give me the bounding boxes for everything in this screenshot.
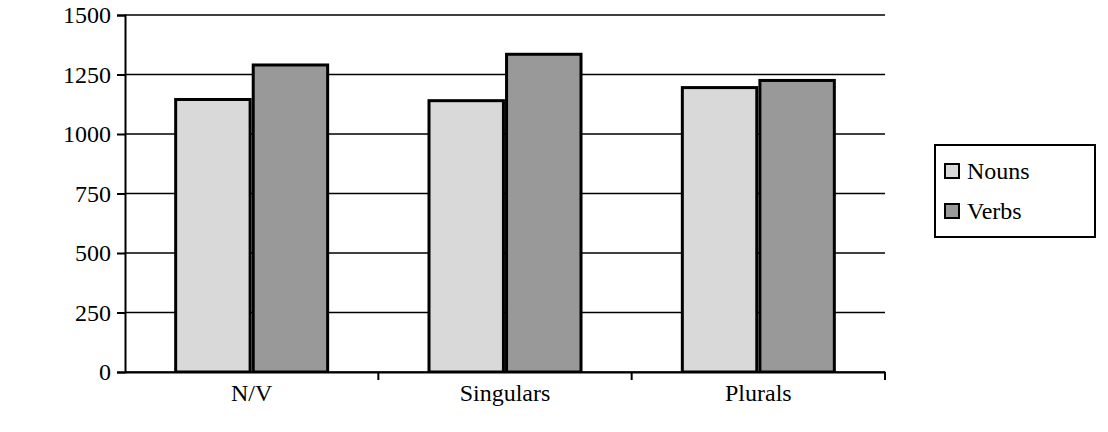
legend-box — [935, 145, 1095, 237]
y-tick-label: 500 — [75, 240, 111, 266]
y-tick-label: 1250 — [63, 62, 111, 88]
y-axis: 0 250 500 750 1000 1250 1500 — [63, 2, 126, 385]
y-axis-line — [117, 16, 126, 373]
x-tick: Singulars — [460, 372, 551, 406]
grid-line — [125, 74, 885, 76]
bar — [682, 88, 756, 372]
y-tick: 750 — [75, 181, 125, 207]
y-tick-label: 1000 — [63, 121, 111, 147]
x-axis: N/V Singulars Plurals — [126, 372, 886, 406]
y-tick: 1250 — [63, 62, 125, 88]
legend-label: Nouns — [967, 158, 1030, 184]
legend-label: Verbs — [967, 198, 1022, 224]
chart: 0 250 500 750 1000 1250 1500 N/V Singulars Plural… — [0, 0, 1108, 432]
y-tick-mark — [117, 253, 125, 255]
y-tick: 500 — [75, 240, 125, 266]
y-tick-mark — [117, 312, 125, 314]
x-tick-label: N/V — [231, 380, 273, 406]
legend: Nouns Verbs — [935, 145, 1095, 237]
y-tick-label: 750 — [75, 181, 111, 207]
x-tick: N/V — [231, 372, 273, 406]
x-tick-label: Singulars — [460, 380, 551, 406]
bar — [176, 99, 250, 372]
grid-line — [125, 14, 885, 16]
legend-swatch — [945, 164, 959, 178]
y-tick-label: 0 — [99, 359, 111, 385]
y-tick: 0 — [99, 359, 125, 385]
y-tick-mark — [117, 193, 125, 195]
y-tick-mark — [117, 134, 125, 136]
y-tick: 1000 — [63, 121, 125, 147]
grid — [125, 15, 885, 372]
y-tick-label: 250 — [75, 300, 111, 326]
y-tick: 250 — [75, 300, 125, 326]
bar — [507, 54, 581, 372]
bar — [760, 80, 834, 372]
legend-swatch — [945, 204, 959, 218]
x-tick-label: Plurals — [725, 380, 792, 406]
y-tick: 1500 — [63, 2, 125, 28]
category-separator — [884, 372, 886, 380]
y-tick-mark — [117, 372, 125, 374]
bar — [253, 65, 327, 372]
category-separator — [377, 372, 379, 380]
x-tick: Plurals — [725, 372, 792, 406]
y-tick-mark — [117, 15, 125, 17]
y-tick-mark — [117, 74, 125, 76]
y-tick-label: 1500 — [63, 2, 111, 28]
bars — [176, 54, 835, 372]
category-separator — [631, 372, 633, 380]
category-separators — [378, 372, 885, 380]
x-axis-line — [126, 372, 886, 374]
bar — [429, 101, 503, 372]
